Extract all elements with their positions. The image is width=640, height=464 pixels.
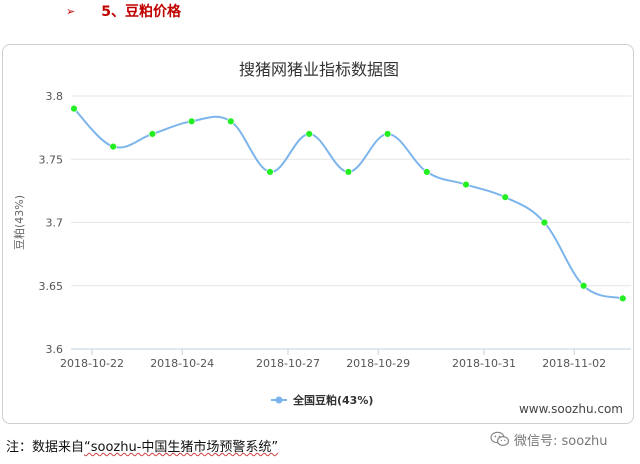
wechat-account: 微信号: soozhu (490, 428, 608, 450)
data-point (109, 142, 117, 151)
legend-marker-icon (275, 396, 283, 404)
x-tick-label: 2018-10-24 (150, 357, 214, 370)
wechat-label: 微信号: soozhu (514, 433, 608, 449)
data-point (501, 193, 509, 201)
price-line-chart: 搜猪网猪业指标数据图 3.6 3.65 3.7 3.75 3.8 2018-10-22 201… (12, 60, 631, 416)
footnote: 注：数据来自“soozhu-中国生猪市场预警系统” (6, 436, 278, 455)
watermark-text: www.soozhu.com (519, 402, 623, 416)
footnote-source: “soozhu-中国生猪市场预警系统” (84, 440, 279, 455)
data-point (383, 130, 392, 138)
data-point (579, 282, 588, 290)
y-axis-label: 豆粕(43%) (12, 195, 26, 250)
data-point (540, 218, 549, 227)
footnote-prefix: 注：数据来自 (6, 440, 85, 455)
data-point (462, 180, 470, 189)
x-tick-label: 2018-10-27 (256, 357, 320, 370)
chart-title: 搜猪网猪业指标数据图 (239, 60, 399, 79)
y-tick-label: 3.7 (46, 217, 64, 230)
chart-panel: 搜猪网猪业指标数据图 3.6 3.65 3.7 3.75 3.8 2018-10-22 201… (2, 44, 634, 424)
data-point (423, 168, 431, 176)
data-point (227, 117, 235, 126)
data-point (344, 168, 353, 176)
legend-label: 全国豆粕(43%) (292, 393, 373, 407)
section-title: 5、豆粕价格 (101, 4, 181, 20)
arrow-bullet-icon: ➢ (66, 4, 76, 18)
data-point (305, 130, 313, 138)
y-tick-label: 3.65 (39, 280, 64, 293)
x-tick-label: 2018-11-02 (542, 357, 606, 370)
x-tick-label: 2018-10-31 (452, 357, 516, 370)
section-heading: ➢ 5、豆粕价格 (66, 0, 181, 22)
data-point (266, 168, 274, 176)
y-tick-label: 3.6 (46, 343, 64, 356)
x-tick-label: 2018-10-29 (346, 357, 410, 370)
data-point (70, 104, 78, 113)
y-tick-label: 3.75 (39, 153, 64, 166)
series-line (73, 107, 624, 300)
data-point (187, 117, 196, 126)
y-tick-label: 3.8 (46, 90, 64, 103)
wechat-icon (490, 431, 510, 447)
x-tick-label: 2018-10-22 (60, 357, 124, 370)
data-point (619, 294, 627, 303)
data-point (148, 130, 157, 138)
